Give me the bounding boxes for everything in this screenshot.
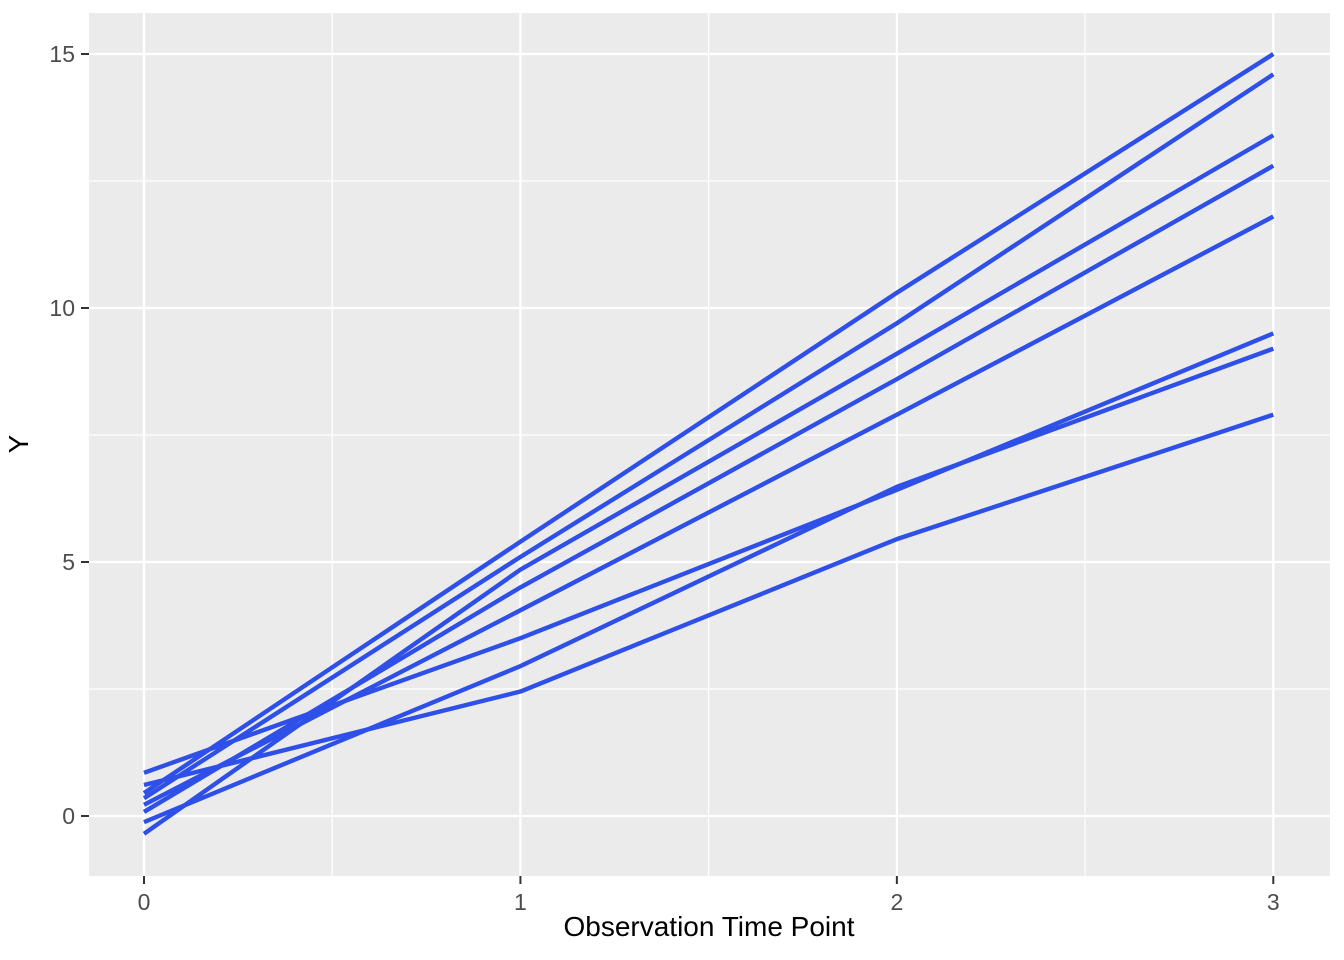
trajectory-6-line xyxy=(143,331,1275,775)
trajectory-lines xyxy=(142,52,1275,836)
trajectory-2-line xyxy=(142,72,1275,801)
y-tick-label-5: 5 xyxy=(62,549,75,575)
grid-minor-lines xyxy=(89,13,1330,876)
x-tick-label-2: 2 xyxy=(890,889,903,915)
grid-major-lines xyxy=(89,13,1330,876)
x-tick-label-3: 3 xyxy=(1267,889,1280,915)
axis-tick-marks xyxy=(81,53,1275,884)
y-axis-title: Y xyxy=(3,434,34,453)
trajectory-4-line xyxy=(142,163,1275,814)
x-axis-title: Observation Time Point xyxy=(563,911,854,942)
plot-panel xyxy=(89,13,1330,876)
y-axis-tick-labels: 0 5 10 15 xyxy=(49,41,75,829)
y-tick-label-10: 10 xyxy=(49,295,75,321)
trajectory-7-line xyxy=(143,346,1275,825)
trajectory-8-line xyxy=(143,412,1274,788)
y-tick-label-15: 15 xyxy=(49,41,75,67)
x-axis-tick-labels: 0 1 2 3 xyxy=(138,889,1280,915)
x-tick-label-1: 1 xyxy=(514,889,527,915)
y-tick-label-0: 0 xyxy=(62,803,75,829)
trajectory-1-line xyxy=(142,52,1275,795)
x-tick-label-0: 0 xyxy=(138,889,151,915)
